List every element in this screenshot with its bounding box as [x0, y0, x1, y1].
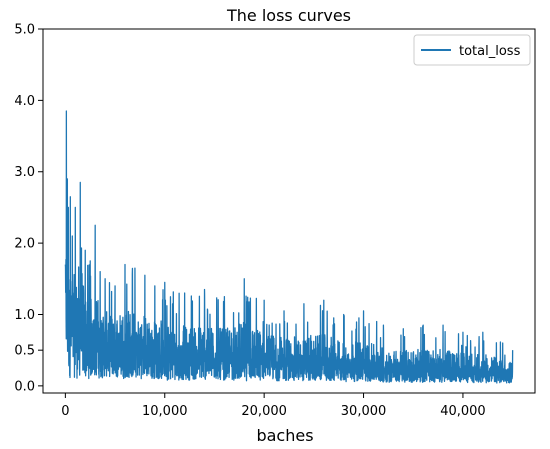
y-axis-ticks: 0.0 0.5 1.0 2.0 3.0 4.0 5.0	[14, 23, 43, 394]
y-tick-label: 4.0	[14, 94, 35, 109]
y-tick-label: 1.0	[14, 308, 35, 323]
series-line-total-loss	[64, 110, 514, 384]
legend-label-total-loss: total_loss	[459, 44, 521, 59]
y-tick-label: 3.0	[14, 165, 35, 180]
chart-title: The loss curves	[226, 6, 351, 25]
legend: total_loss	[413, 34, 531, 66]
y-tick-label: 0.5	[14, 344, 35, 359]
x-axis-ticks: 0 10,000 20,000 30,000 40,000	[61, 393, 486, 419]
x-tick-label: 40,000	[440, 404, 486, 419]
y-tick-label: 0.0	[14, 379, 35, 394]
x-tick-label: 30,000	[341, 404, 387, 419]
y-tick-label: 5.0	[14, 23, 35, 38]
x-tick-label: 0	[61, 404, 69, 419]
series-group	[64, 110, 514, 384]
x-tick-label: 20,000	[241, 404, 287, 419]
x-axis-label: baches	[256, 426, 313, 445]
y-tick-label: 2.0	[14, 237, 35, 252]
plot-area	[42, 28, 536, 394]
x-tick-label: 10,000	[142, 404, 188, 419]
legend-box	[413, 34, 531, 66]
